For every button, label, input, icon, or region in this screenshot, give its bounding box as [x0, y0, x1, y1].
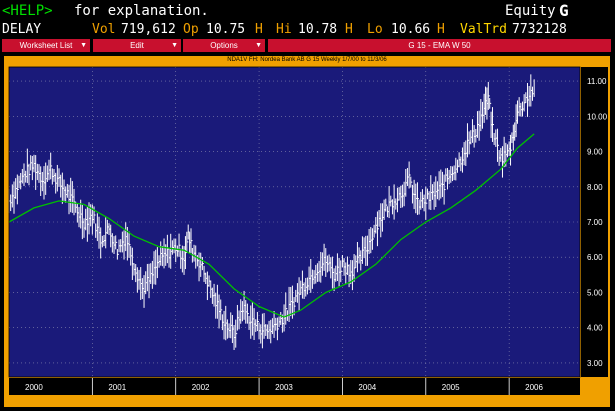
x-tick-label: 2002: [192, 383, 210, 392]
study-label: G 15 - EMA W 50: [408, 41, 471, 50]
x-tick-label: 2000: [25, 383, 43, 392]
help-text: for explanation.: [74, 3, 209, 19]
x-tick-label: 2003: [275, 383, 293, 392]
quote-line: DELAY Vol 719,612 Op 10.75 H Hi 10.78 H …: [0, 21, 615, 38]
options-menu[interactable]: Options ▼: [183, 39, 265, 54]
vol-value: 719,612: [121, 22, 176, 37]
menu-bar: Worksheet List ▼ Edit ▼ Options ▼: [0, 39, 615, 55]
plot-border: [8, 66, 581, 378]
valtrd-value: 7732128: [512, 22, 567, 37]
valtrd-label: ValTrd: [460, 22, 507, 37]
delay-indicator: DELAY: [2, 22, 42, 37]
y-tick-label: 3.00: [587, 359, 603, 368]
function-key[interactable]: G: [559, 1, 569, 20]
y-tick-label: 4.00: [587, 324, 603, 333]
vol-label: Vol: [92, 22, 116, 37]
y-tick-label: 10.00: [587, 112, 608, 121]
y-tick-label: 6.00: [587, 253, 603, 262]
x-tick-label: 2001: [108, 383, 126, 392]
y-tick-label: 9.00: [587, 148, 603, 157]
edit-label: Edit: [130, 41, 144, 50]
dropdown-arrow-icon: ▼: [80, 42, 87, 49]
command-line: <HELP> for explanation. Equity G: [0, 0, 615, 20]
help-key[interactable]: <HELP>: [2, 3, 53, 19]
study-title-bar: G 15 - EMA W 50: [268, 39, 611, 52]
chart-title: NDA1V FH: Nordea Bank AB G 15 Weekly 1/7…: [227, 57, 387, 63]
edit-menu[interactable]: Edit ▼: [93, 39, 181, 54]
lo-value: 10.66: [391, 22, 431, 37]
price-chart[interactable]: 3.00 4.00 5.00 6.00 7.00 8.00 9.00 10.00 11.00 20…: [4, 56, 610, 407]
x-tick-label: 2005: [442, 383, 460, 392]
y-tick-label: 11.00: [587, 77, 607, 86]
x-axis-panel: [9, 378, 580, 395]
op-flag: H: [255, 22, 263, 37]
hi-label: Hi: [276, 22, 292, 37]
ema-line: [8, 133, 535, 318]
worksheet-list-menu[interactable]: Worksheet List ▼: [2, 39, 90, 54]
hi-value: 10.78: [298, 22, 338, 37]
dropdown-arrow-icon: ▼: [171, 42, 178, 49]
x-tick-label: 2004: [358, 383, 376, 392]
dropdown-arrow-icon: ▼: [255, 42, 262, 49]
hi-flag: H: [345, 22, 353, 37]
market-sector: Equity: [505, 3, 556, 19]
price-series: [8, 74, 534, 350]
lo-flag: H: [437, 22, 445, 37]
options-label: Options: [210, 41, 238, 50]
y-tick-label: 8.00: [587, 183, 603, 192]
chart-frame: NDA1V FH: Nordea Bank AB G 15 Weekly 1/7…: [4, 56, 610, 407]
plot-area: [9, 67, 580, 377]
op-label: Op: [183, 22, 199, 37]
lo-label: Lo: [367, 22, 383, 37]
op-value: 10.75: [206, 22, 246, 37]
worksheet-list-label: Worksheet List: [19, 41, 73, 50]
y-tick-label: 7.00: [587, 218, 603, 227]
x-tick-label: 2006: [525, 383, 543, 392]
y-axis-panel: [581, 67, 608, 377]
y-tick-label: 5.00: [587, 288, 603, 297]
